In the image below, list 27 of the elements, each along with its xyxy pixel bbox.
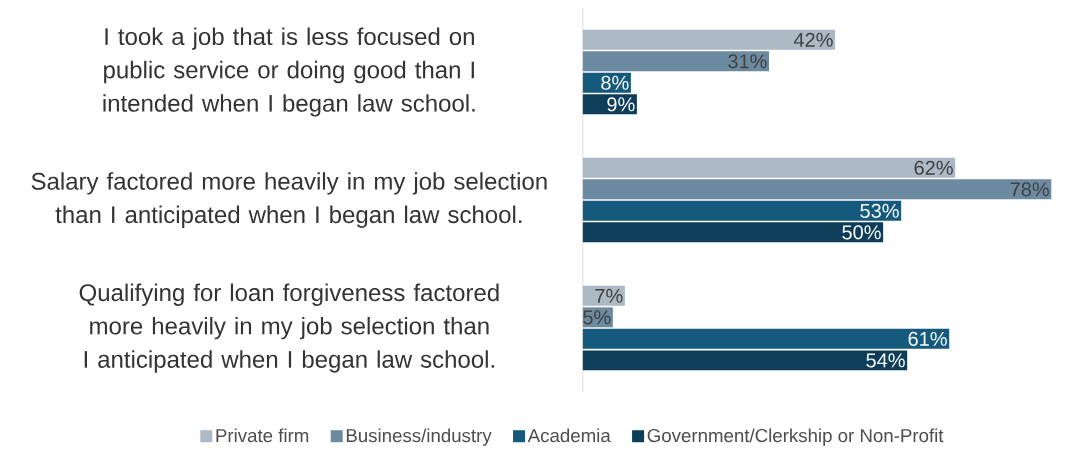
data-label: 50%: [842, 225, 881, 240]
data-label: 5%: [583, 310, 611, 325]
bar: [582, 51, 770, 72]
bar: [582, 179, 1052, 200]
bar: [582, 328, 950, 349]
y-tick-label: Salary factored more heavily in my job selection than I anticipated when I began law school.: [31, 172, 547, 228]
data-label: 61%: [908, 331, 947, 346]
data-label: 9%: [607, 97, 635, 112]
data-label: 42%: [793, 32, 833, 47]
data-label: 31%: [728, 54, 767, 69]
bar: [582, 350, 908, 371]
data-label: 53%: [860, 203, 899, 218]
bar: [582, 200, 902, 221]
bar: [582, 157, 956, 178]
data-label: 62%: [914, 160, 953, 175]
legend-label: Academia: [527, 428, 611, 443]
legend-label: Business/industry: [346, 428, 492, 446]
data-label: 54%: [866, 353, 905, 368]
data-label: 8%: [601, 75, 629, 90]
data-label: 7%: [595, 288, 623, 303]
y-tick-label: Qualifying for loan forgiveness factored more heavily in my job selection than I anticipated when I began law school.: [79, 283, 499, 373]
legend-label: Private firm: [216, 428, 309, 443]
y-tick-label: I took a job that is less focused on public service or doing good than I intended when I began law school.: [103, 27, 475, 117]
legend-label: Government/Clerkship or Non-Profit: [647, 428, 944, 446]
bar: [582, 222, 884, 243]
data-label: 78%: [1010, 182, 1049, 197]
bar: [582, 29, 836, 50]
